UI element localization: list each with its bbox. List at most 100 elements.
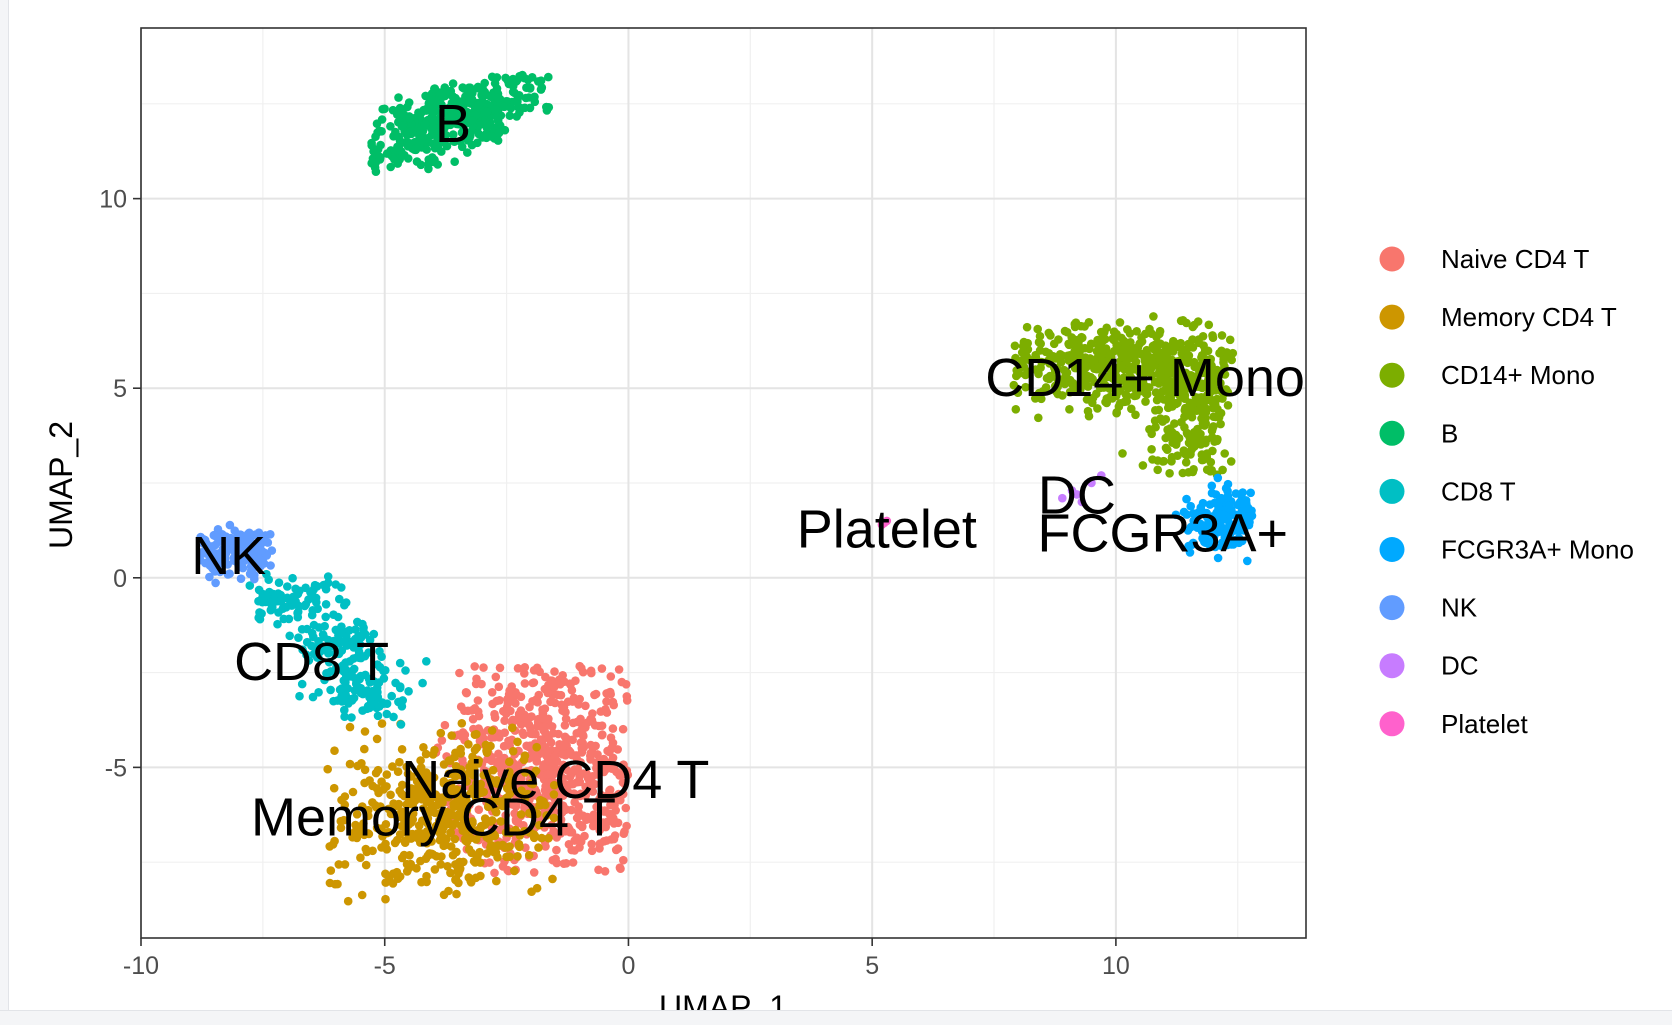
- point-memory-cd4-t: [505, 757, 514, 767]
- point-cd14-mono: [1033, 324, 1042, 334]
- point-cd8-t: [323, 578, 333, 588]
- point-memory-cd4-t: [523, 789, 532, 799]
- point-naive-cd4-t: [588, 787, 598, 796]
- point-naive-cd4-t: [495, 663, 505, 673]
- point-cd8-t: [286, 597, 295, 607]
- legend-label-nk: NK: [1441, 593, 1478, 623]
- legend: Naive CD4 T Memory CD4 T CD14+ Mono B CD8 T F…: [1379, 244, 1634, 739]
- point-cd8-t: [335, 594, 344, 604]
- point-naive-cd4-t: [543, 770, 553, 779]
- point-cd14-mono: [1014, 369, 1024, 378]
- point-cd14-mono: [1011, 353, 1020, 363]
- point-memory-cd4-t: [444, 769, 454, 779]
- point-memory-cd4-t: [437, 826, 447, 836]
- point-cd14-mono: [1222, 348, 1232, 357]
- point-memory-cd4-t: [360, 744, 369, 754]
- point-b: [386, 162, 396, 172]
- point-b: [474, 129, 484, 139]
- legend-key-cd14-mono: [1379, 362, 1405, 388]
- point-naive-cd4-t: [532, 755, 541, 765]
- point-b: [404, 98, 414, 107]
- point-cd14-mono: [1041, 383, 1051, 392]
- point-naive-cd4-t: [568, 779, 578, 789]
- point-cd8-t: [395, 658, 405, 668]
- point-memory-cd4-t: [423, 785, 433, 795]
- series-memory-cd4-t: [323, 719, 559, 906]
- point-cd14-mono: [1055, 375, 1065, 384]
- point-nk: [266, 530, 275, 539]
- point-memory-cd4-t: [486, 843, 495, 852]
- point-naive-cd4-t: [460, 706, 469, 715]
- point-cd14-mono: [1074, 335, 1084, 344]
- point-cd14-mono: [1149, 312, 1158, 321]
- point-memory-cd4-t: [513, 852, 522, 861]
- point-naive-cd4-t: [474, 805, 484, 814]
- point-memory-cd4-t: [386, 790, 395, 800]
- point-memory-cd4-t: [351, 820, 360, 830]
- point-b: [525, 83, 535, 92]
- point-fcgr3a-mono: [1213, 473, 1223, 483]
- point-memory-cd4-t: [402, 867, 412, 876]
- point-naive-cd4-t: [467, 706, 477, 715]
- point-memory-cd4-t: [447, 731, 457, 740]
- point-cd14-mono: [1049, 339, 1059, 349]
- point-memory-cd4-t: [515, 842, 524, 852]
- point-naive-cd4-t: [556, 767, 565, 776]
- point-b: [405, 114, 415, 123]
- point-memory-cd4-t: [471, 835, 481, 844]
- point-cd14-mono: [1161, 433, 1170, 443]
- point-naive-cd4-t: [577, 748, 587, 757]
- point-naive-cd4-t: [578, 667, 588, 677]
- legend-key-platelet: [1379, 711, 1405, 737]
- point-memory-cd4-t: [372, 823, 382, 833]
- point-memory-cd4-t: [508, 746, 518, 756]
- point-naive-cd4-t: [541, 782, 550, 791]
- point-cd8-t: [395, 682, 405, 691]
- point-b: [544, 72, 553, 82]
- point-naive-cd4-t: [528, 729, 537, 739]
- point-memory-cd4-t: [413, 829, 422, 838]
- series-cd14-mono: [1009, 312, 1238, 480]
- point-cd14-mono: [1137, 337, 1147, 346]
- point-naive-cd4-t: [621, 803, 631, 813]
- point-cd8-t: [321, 600, 331, 609]
- point-naive-cd4-t: [490, 713, 500, 722]
- point-naive-cd4-t: [581, 791, 591, 800]
- point-naive-cd4-t: [581, 782, 590, 792]
- point-naive-cd4-t: [547, 820, 556, 830]
- point-naive-cd4-t: [587, 813, 596, 823]
- point-naive-cd4-t: [495, 696, 504, 705]
- point-memory-cd4-t: [439, 807, 449, 816]
- point-memory-cd4-t: [482, 746, 491, 756]
- point-cd14-mono: [1108, 373, 1117, 383]
- y-tick-label: -5: [105, 754, 127, 782]
- point-memory-cd4-t: [434, 816, 444, 825]
- point-naive-cd4-t: [514, 713, 523, 722]
- point-memory-cd4-t: [336, 823, 346, 833]
- point-memory-cd4-t: [450, 834, 460, 844]
- point-cd14-mono: [1188, 467, 1198, 477]
- point-cd14-mono: [1023, 367, 1032, 376]
- point-cd14-mono: [1034, 337, 1044, 347]
- point-cd14-mono: [1031, 365, 1040, 374]
- point-memory-cd4-t: [516, 810, 526, 819]
- point-memory-cd4-t: [517, 786, 526, 795]
- point-naive-cd4-t: [597, 664, 607, 673]
- point-memory-cd4-t: [501, 828, 511, 837]
- point-b: [530, 92, 539, 102]
- point-memory-cd4-t: [376, 802, 385, 811]
- point-memory-cd4-t: [407, 790, 416, 800]
- point-memory-cd4-t: [363, 805, 373, 815]
- point-naive-cd4-t: [488, 699, 497, 709]
- point-memory-cd4-t: [408, 815, 418, 824]
- point-naive-cd4-t: [529, 868, 539, 877]
- point-b: [450, 157, 460, 166]
- y-tick-label: 0: [113, 565, 127, 593]
- window-left-edge: [0, 0, 9, 1024]
- point-naive-cd4-t: [470, 662, 480, 671]
- legend-key-dc: [1379, 653, 1405, 679]
- point-cd14-mono: [1182, 406, 1191, 416]
- point-cd14-mono: [1181, 458, 1191, 467]
- point-cd14-mono: [1199, 420, 1209, 429]
- point-memory-cd4-t: [492, 876, 501, 886]
